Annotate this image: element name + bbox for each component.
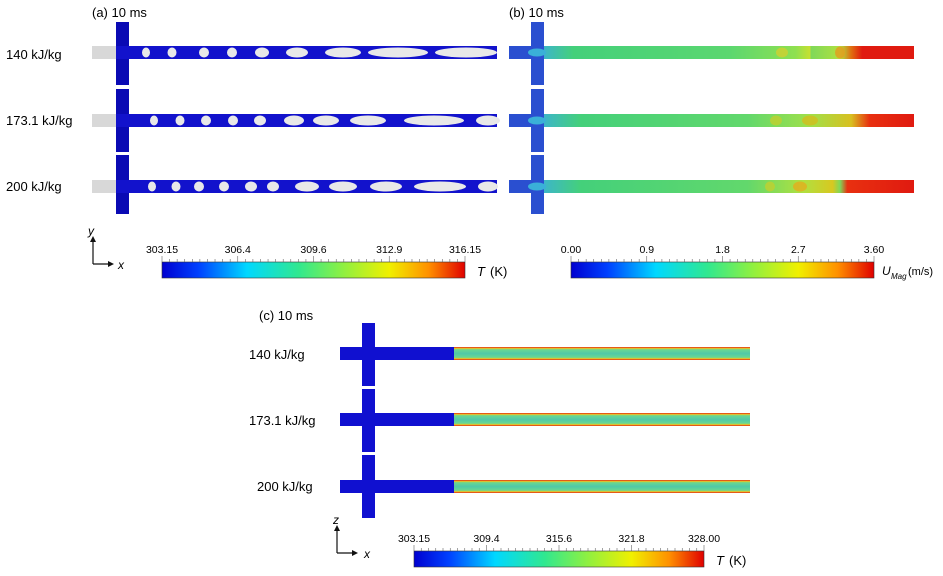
tick-label: 309.4 (473, 533, 499, 545)
channel-cold (340, 413, 454, 426)
tick-label: 306.4 (225, 244, 251, 256)
channel-heated (454, 347, 750, 360)
tick-label: 0.9 (639, 244, 654, 256)
row-label: 140 kJ/kg (6, 47, 62, 62)
tick-label: 312.9 (376, 244, 402, 256)
row-label: 200 kJ/kg (257, 479, 313, 494)
panel-a-row-2: 173.1 kJ/kg (6, 89, 500, 152)
channel-heated (454, 480, 750, 493)
tick-label: 316.15 (449, 244, 481, 256)
channel-inlet (509, 114, 531, 127)
row-label: 173.1 kJ/kg (6, 113, 73, 128)
colorbar-unit-suffix: (K) (729, 553, 746, 568)
tick-label: 3.60 (864, 244, 885, 256)
tick-label: 321.8 (618, 533, 644, 545)
channel-inlet (509, 46, 531, 59)
channel (544, 114, 914, 127)
tick-label: 0.00 (561, 244, 582, 256)
colorbar-unit-suffix: (m/s) (908, 266, 933, 278)
tick-label: 303.15 (146, 244, 178, 256)
colorbar-gradient (161, 261, 466, 279)
colorbar-temperature-c: 303.15 309.4 315.6 321.8 328.00 T (K) (398, 533, 746, 568)
row-label: 200 kJ/kg (6, 179, 62, 194)
panel-a-row-1: 140 kJ/kg (6, 22, 497, 85)
row-label: 140 kJ/kg (249, 347, 305, 362)
panel-b-row-2 (509, 89, 914, 152)
tick-label: 315.6 (546, 533, 572, 545)
channel (544, 180, 914, 193)
axis-triad-xy: y x (87, 224, 125, 272)
axis-label-y: y (87, 224, 95, 238)
vapor-bubbles (150, 115, 500, 126)
vapor-bubbles (148, 181, 498, 192)
channel-heated (454, 413, 750, 426)
channel-inlet (92, 114, 116, 127)
colorbar-velocity-b: 0.00 0.9 1.8 2.7 3.60 U Mag (m/s) (561, 244, 933, 281)
colorbar-unit-sub: Mag (891, 272, 907, 281)
colorbar-unit-symbol: T (716, 553, 725, 568)
tick-label: 303.15 (398, 533, 430, 545)
colorbar-unit-suffix: (K) (490, 264, 507, 279)
axis-label-x: x (363, 547, 371, 561)
colorbar-gradient (413, 550, 705, 568)
colorbar-unit-symbol: U (882, 264, 891, 278)
panel-c-row-1: 140 kJ/kg (249, 323, 750, 386)
vapor-bubbles (142, 47, 497, 58)
panel-c-row-3: 200 kJ/kg (257, 455, 750, 518)
colorbar-temperature-a: 303.15 306.4 309.6 312.9 316.15 T (K) (146, 244, 507, 279)
channel-inlet (92, 46, 116, 59)
channel-cold (340, 347, 454, 360)
panel-a: (a) 10 ms 140 kJ/kg 173.1 kJ/kg (6, 5, 507, 279)
tick-label: 328.00 (688, 533, 720, 545)
panel-c-title: (c) 10 ms (259, 308, 314, 323)
panel-b: (b) 10 ms 0.00 (509, 5, 933, 281)
channel-cold (340, 480, 454, 493)
colorbar-gradient (570, 261, 875, 279)
panel-c: (c) 10 ms 140 kJ/kg 173.1 kJ/kg 200 kJ/k… (249, 308, 750, 568)
colorbar-unit-symbol: T (477, 264, 486, 279)
panel-a-title: (a) 10 ms (92, 5, 147, 20)
panel-b-row-1 (509, 22, 914, 85)
panel-b-title: (b) 10 ms (509, 5, 564, 20)
row-label: 173.1 kJ/kg (249, 413, 316, 428)
panel-b-row-3 (509, 155, 914, 214)
panel-c-row-2: 173.1 kJ/kg (249, 389, 750, 452)
tick-label: 1.8 (715, 244, 730, 256)
tick-label: 2.7 (791, 244, 806, 256)
axis-triad-zx: z x (332, 513, 371, 561)
channel-inlet (509, 180, 531, 193)
channel (544, 46, 914, 59)
axis-label-x: x (117, 258, 125, 272)
axis-label-z: z (332, 513, 339, 527)
channel-inlet (92, 180, 116, 193)
tick-label: 309.6 (300, 244, 326, 256)
panel-a-row-3: 200 kJ/kg (6, 155, 498, 214)
